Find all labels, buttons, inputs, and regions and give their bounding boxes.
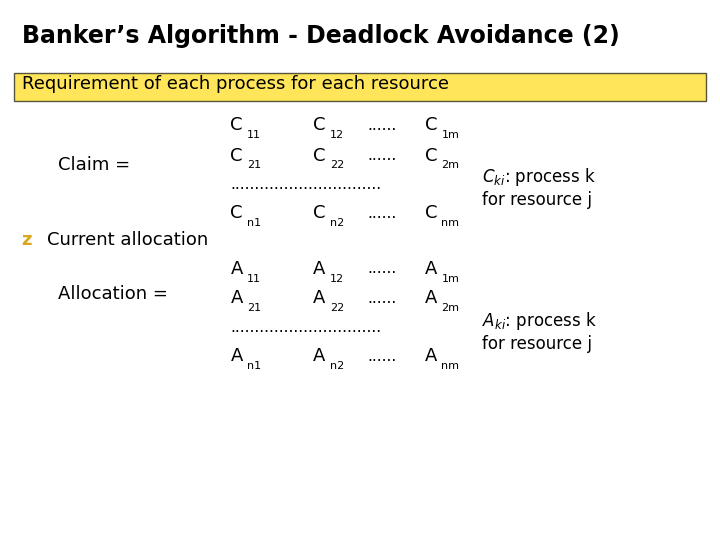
Text: C: C xyxy=(313,146,325,165)
Text: A: A xyxy=(230,260,243,278)
Text: ......: ...... xyxy=(367,291,397,306)
Text: 11: 11 xyxy=(247,274,261,284)
Text: A: A xyxy=(230,289,243,307)
Text: A: A xyxy=(425,347,437,366)
Text: nm: nm xyxy=(441,361,459,371)
Text: 22: 22 xyxy=(330,303,344,313)
Text: for resource j: for resource j xyxy=(482,191,593,209)
Text: 12: 12 xyxy=(330,274,344,284)
Text: 1m: 1m xyxy=(441,130,459,140)
Text: 12: 12 xyxy=(330,130,344,140)
Text: A: A xyxy=(313,289,325,307)
Text: $A_{ki}$: process k: $A_{ki}$: process k xyxy=(482,310,597,332)
Text: ......: ...... xyxy=(367,349,397,364)
Text: n1: n1 xyxy=(247,361,261,371)
Text: Current allocation: Current allocation xyxy=(47,231,208,249)
Text: C: C xyxy=(425,204,437,222)
Text: Banker’s Algorithm - Deadlock Avoidance (2): Banker’s Algorithm - Deadlock Avoidance … xyxy=(22,24,619,48)
Text: ......: ...... xyxy=(367,118,397,133)
Text: A: A xyxy=(313,260,325,278)
Text: ...............................: ............................... xyxy=(230,177,382,192)
Text: n2: n2 xyxy=(330,361,344,371)
Text: 21: 21 xyxy=(247,303,261,313)
Text: 2m: 2m xyxy=(441,303,459,313)
Text: Claim =: Claim = xyxy=(58,156,130,174)
Text: for resource j: for resource j xyxy=(482,335,593,353)
Text: 1m: 1m xyxy=(441,274,459,284)
Text: ......: ...... xyxy=(367,148,397,163)
Text: ...............................: ............................... xyxy=(230,320,382,335)
Text: n2: n2 xyxy=(330,218,344,228)
Text: 22: 22 xyxy=(330,160,344,170)
Text: A: A xyxy=(425,260,437,278)
Text: n1: n1 xyxy=(247,218,261,228)
Text: Allocation =: Allocation = xyxy=(58,285,168,303)
Text: C: C xyxy=(313,116,325,134)
Text: 2m: 2m xyxy=(441,160,459,170)
Text: z: z xyxy=(22,231,32,249)
Text: A: A xyxy=(425,289,437,307)
Text: ......: ...... xyxy=(367,206,397,221)
Text: A: A xyxy=(313,347,325,366)
Text: 11: 11 xyxy=(247,130,261,140)
Text: A: A xyxy=(230,347,243,366)
Text: C: C xyxy=(230,146,243,165)
FancyBboxPatch shape xyxy=(14,73,706,101)
Text: ......: ...... xyxy=(367,261,397,276)
Text: $C_{ki}$: process k: $C_{ki}$: process k xyxy=(482,166,597,188)
Text: 21: 21 xyxy=(247,160,261,170)
Text: C: C xyxy=(230,116,243,134)
Text: C: C xyxy=(425,116,437,134)
Text: C: C xyxy=(313,204,325,222)
Text: C: C xyxy=(425,146,437,165)
Text: Requirement of each process for each resource: Requirement of each process for each res… xyxy=(22,75,449,93)
Text: C: C xyxy=(230,204,243,222)
Text: nm: nm xyxy=(441,218,459,228)
